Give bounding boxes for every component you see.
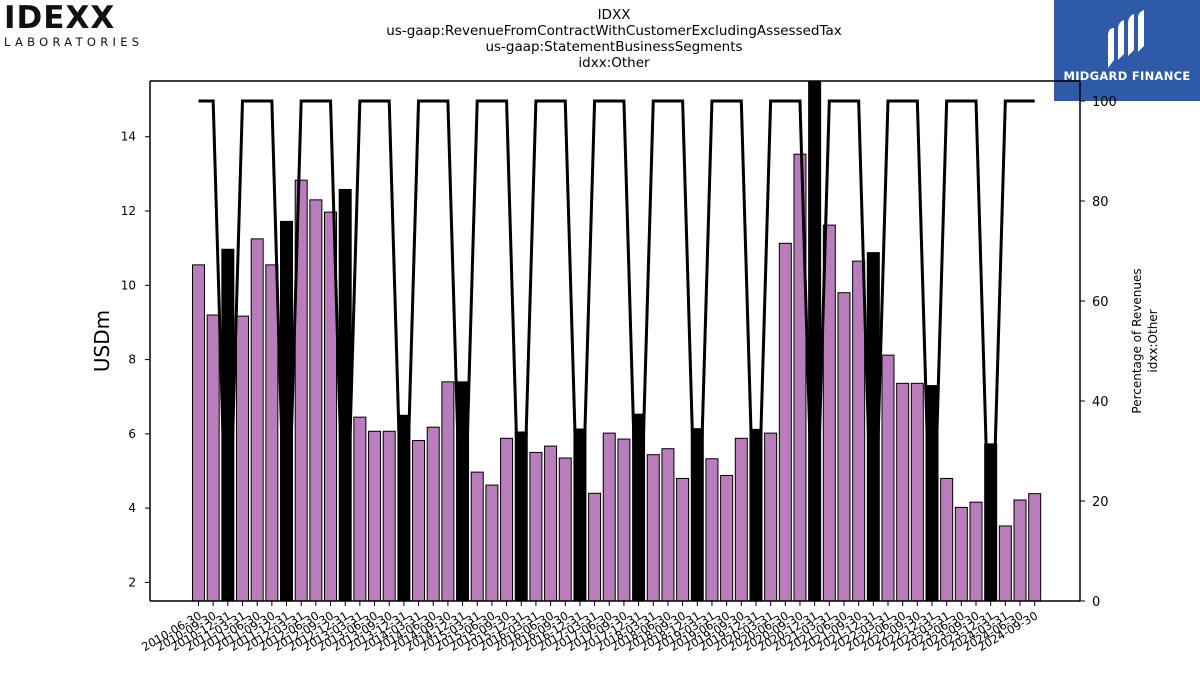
y2-tick-label: 40 [1092,395,1109,410]
y2-axis-label-line1: Percentage of Revenues [1130,268,1144,413]
midgard-mark-icon [1108,10,1144,68]
y-tick-label: 4 [128,501,136,515]
quarter-bar [705,458,719,602]
quarter-bar [910,382,924,602]
quarter-bar [940,477,954,602]
midgard-finance-logo: MIDGARD FINANCE [1054,0,1200,101]
quarter-bar [778,242,792,602]
chart-title-member: idxx:Other [578,55,650,71]
idexx-logo-subtitle: LABORATORIES [4,35,144,49]
idexx-logo: IDEXX LABORATORIES [4,2,154,52]
y-tick-label: 14 [121,130,136,144]
quarter-bar [353,416,367,602]
chart-title-axis: us-gaap:StatementBusinessSegments [485,39,743,55]
chart-title-metric: us-gaap:RevenueFromContractWithCustomerE… [386,23,842,39]
quarter-bar [676,477,690,602]
quarter-bar [661,448,675,602]
y-axis-label: USDm [90,310,114,372]
y2-tick-label: 0 [1092,595,1100,610]
quarter-bar [500,437,514,602]
quarter-bar [236,315,250,602]
quarter-bar [192,264,205,602]
y-tick-label: 6 [128,427,136,441]
percentage-line [198,99,1035,602]
y-tick-label: 10 [121,278,136,292]
y2-axis-label-line2: idxx:Other [1146,309,1160,372]
quarter-bar [720,474,734,602]
quarter-bar [998,525,1012,602]
quarter-bar [764,432,778,602]
y2-tick-label: 60 [1092,295,1109,310]
quarter-bar [588,492,602,602]
quarter-bar [954,506,968,602]
ticks: 24681012140204060801002010-06-302010-09-… [121,95,1117,654]
quarter-bar [250,238,264,602]
quarter-bar [309,199,323,602]
chart-title-ticker: IDXX [597,7,631,23]
percentage-line-series [198,99,1035,602]
quarter-bar [368,430,382,602]
annual-bar [808,80,822,602]
quarter-bar [1028,493,1042,602]
quarter-bar [206,314,220,602]
quarter-bar [734,437,748,602]
axes [149,80,1081,602]
y2-tick-label: 100 [1092,95,1117,110]
quarter-bar [969,501,983,602]
quarter-bar [265,264,279,602]
y-tick-label: 12 [121,204,136,218]
quarter-bar [558,457,572,602]
quarter-bar [470,471,484,602]
quarter-bar [485,484,499,602]
quarter-bar [617,438,631,602]
quarter-bar [852,260,866,602]
quarter-bar [529,451,543,602]
y-tick-label: 8 [128,353,136,367]
bar-series [192,80,1042,602]
quarter-bar [1013,499,1027,602]
quarter-bar [382,430,396,602]
midgard-finance-name: MIDGARD FINANCE [1063,69,1191,83]
quarter-bar [602,432,616,602]
quarter-bar [896,382,910,602]
quarter-bar [881,354,895,602]
y-tick-label: 2 [128,575,136,589]
chart-title-block: IDXX us-gaap:RevenueFromContractWithCust… [314,7,914,71]
quarter-bar [837,292,851,602]
y2-tick-label: 20 [1092,495,1109,510]
annual-bar [338,188,352,602]
quarter-bar [441,381,455,602]
quarter-bar [544,445,558,602]
quarter-bar [412,440,426,602]
quarter-bar [646,454,660,602]
quarter-bar [426,426,440,602]
idexx-logo-word: IDEXX [4,0,116,36]
y2-axis-label: Percentage of Revenues idxx:Other [1130,268,1160,413]
y2-tick-label: 80 [1092,195,1109,210]
